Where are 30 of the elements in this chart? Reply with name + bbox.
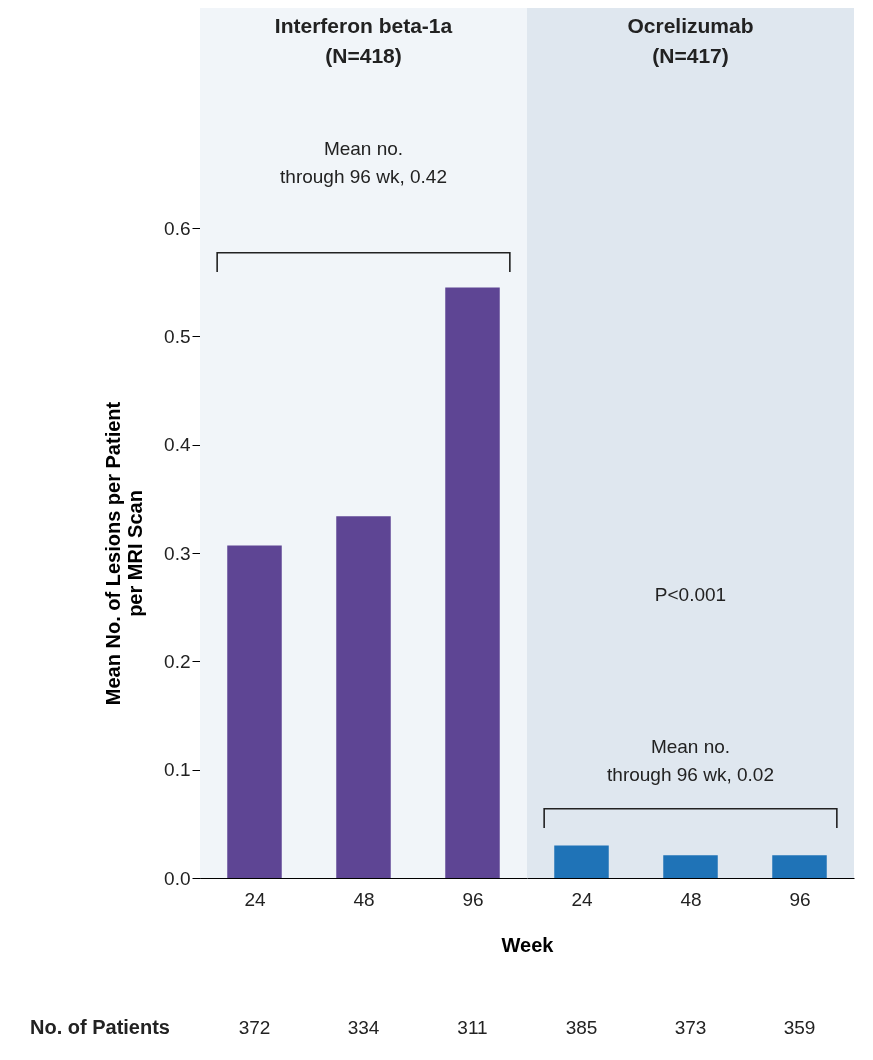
y-axis-title: Mean No. of Lesions per Patient per MRI Scan xyxy=(102,401,147,706)
annotation: Mean no. through 96 wk, 0.02 xyxy=(607,736,774,785)
y-tick-label: 0.6 xyxy=(164,217,191,239)
x-tick-label: 24 xyxy=(244,888,266,910)
x-tick-label: 48 xyxy=(680,888,702,910)
y-tick-label: 0.0 xyxy=(164,867,191,889)
x-axis-title: Week xyxy=(501,933,555,956)
chart-title: Ocrelizumab (N=417) xyxy=(627,14,754,67)
text: Mean no. through 96 wk, 0.42 xyxy=(280,138,447,187)
bar xyxy=(336,516,391,878)
text: 334 xyxy=(347,1017,380,1038)
text: 311 xyxy=(457,1017,488,1038)
chart-title: Interferon beta-1a (N=418) xyxy=(274,14,453,67)
bar xyxy=(445,287,500,878)
x-tick-label: 96 xyxy=(462,888,484,910)
text: 359 xyxy=(783,1017,816,1038)
x-tick-label: 48 xyxy=(353,888,375,910)
text: 385 xyxy=(565,1017,598,1038)
y-tick-label: 0.5 xyxy=(164,325,191,347)
y-tick-label: 0.3 xyxy=(164,542,191,564)
bar xyxy=(227,545,282,878)
y-tick-label: 0.1 xyxy=(164,759,191,781)
text: 373 xyxy=(674,1017,707,1038)
text: 372 xyxy=(238,1017,271,1038)
x-tick-label: 96 xyxy=(789,888,811,910)
y-tick-label: 0.2 xyxy=(164,650,191,672)
x-tick-label: 24 xyxy=(571,888,593,910)
y-tick-label: 0.4 xyxy=(164,434,191,456)
text: No. of Patients xyxy=(29,1016,170,1038)
annotation: P<0.001 xyxy=(654,583,727,605)
